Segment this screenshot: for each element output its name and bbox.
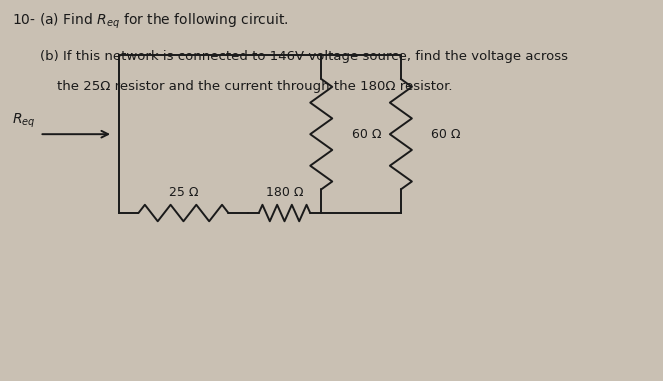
Text: 60 Ω: 60 Ω — [432, 128, 461, 141]
Text: $R_{eq}$: $R_{eq}$ — [13, 112, 36, 130]
Text: 10- (a) Find $R_{eq}$ for the following circuit.: 10- (a) Find $R_{eq}$ for the following … — [12, 12, 288, 32]
Text: (b) If this network is connected to 146V voltage source, find the voltage across: (b) If this network is connected to 146V… — [40, 50, 568, 63]
Text: 180 Ω: 180 Ω — [266, 186, 303, 199]
Text: 60 Ω: 60 Ω — [352, 128, 381, 141]
Text: the 25Ω resistor and the current through the 180Ω resistor.: the 25Ω resistor and the current through… — [40, 80, 452, 93]
Text: 25 Ω: 25 Ω — [168, 186, 198, 199]
